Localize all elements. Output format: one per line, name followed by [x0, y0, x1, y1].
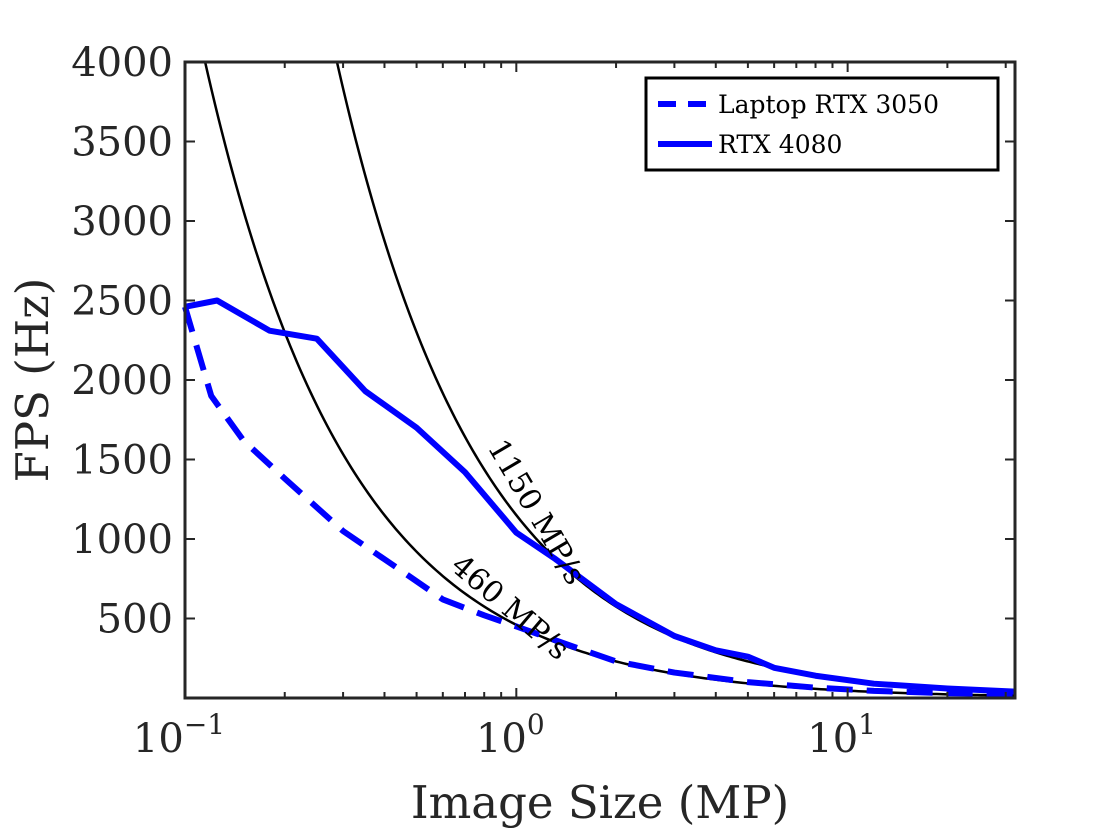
x-axis-label: Image Size (MP) — [411, 776, 789, 829]
y-tick-label: 2000 — [71, 358, 173, 404]
legend-label-0: Laptop RTX 3050 — [718, 90, 939, 119]
y-tick-label: 2500 — [71, 279, 173, 325]
y-tick-label: 1000 — [71, 517, 173, 563]
series-line-0 — [182, 306, 1016, 698]
y-tick-label: 3500 — [71, 120, 173, 166]
y-tick-label: 4000 — [71, 40, 173, 86]
y-tick-label: 3000 — [71, 199, 173, 245]
series-line-1 — [184, 297, 1016, 695]
x-tick-label: 101 — [807, 708, 876, 762]
x-tick-label: 100 — [476, 708, 545, 762]
y-axis-label: FPS (Hz) — [6, 278, 59, 483]
legend-label-1: RTX 4080 — [718, 130, 842, 159]
y-tick-label: 1500 — [71, 438, 173, 484]
x-tick-label: 10−1 — [133, 708, 225, 762]
legend-box — [644, 76, 1000, 172]
y-tick-label: 500 — [97, 597, 173, 643]
